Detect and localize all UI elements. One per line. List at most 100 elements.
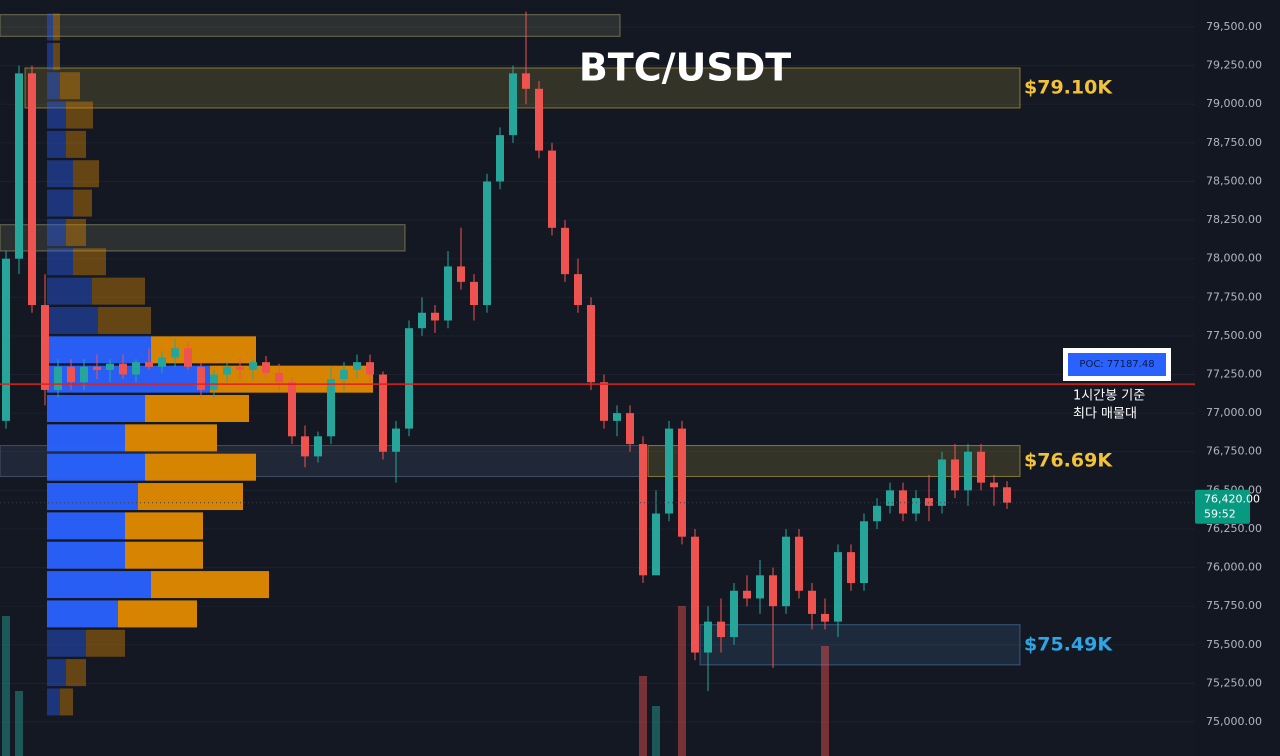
candle-body — [691, 536, 699, 653]
candle-body — [561, 227, 569, 275]
candle-body — [366, 362, 374, 375]
profile-sell — [66, 101, 93, 129]
candle-body — [158, 357, 166, 367]
y-tick-label: 77,250.00 — [1206, 368, 1262, 381]
profile-buy — [47, 453, 145, 481]
y-tick-label: 78,500.00 — [1206, 174, 1262, 187]
candle-body — [756, 575, 764, 599]
candle-body — [444, 266, 452, 321]
candle-body — [730, 590, 738, 638]
profile-sell — [138, 483, 243, 511]
candle-body — [210, 374, 218, 390]
profile-sell — [92, 277, 145, 305]
poc-note: 최다 매물대 — [1073, 407, 1137, 422]
y-tick-label: 75,750.00 — [1206, 599, 1262, 612]
y-tick-label: 76,000.00 — [1206, 561, 1262, 574]
profile-buy — [47, 600, 118, 628]
y-tick-label: 77,500.00 — [1206, 329, 1262, 342]
zone-label: $76.69K — [1024, 450, 1113, 472]
candle-body — [470, 281, 478, 306]
profile-buy — [47, 659, 66, 687]
profile-buy — [47, 42, 53, 70]
candle-body — [535, 88, 543, 151]
profile-sell — [66, 130, 86, 158]
profile-buy — [47, 629, 86, 657]
profile-sell — [66, 218, 86, 246]
price-zone — [0, 14, 621, 37]
candle-body — [2, 258, 10, 421]
zone-label: $75.49K — [1024, 633, 1113, 655]
candle-body — [639, 444, 647, 576]
volume-bar — [15, 691, 23, 756]
y-tick-label: 79,250.00 — [1206, 59, 1262, 72]
candle-body — [743, 590, 751, 599]
y-tick-label: 75,250.00 — [1206, 676, 1262, 689]
candle-body — [197, 366, 205, 390]
candle-body — [41, 305, 49, 390]
y-tick-label: 77,000.00 — [1206, 406, 1262, 419]
candle-body — [483, 181, 491, 306]
profile-sell — [60, 72, 80, 100]
y-tick-label: 79,000.00 — [1206, 97, 1262, 110]
candle-body — [834, 552, 842, 622]
candle-body — [782, 536, 790, 607]
poc-inner — [1068, 353, 1166, 376]
candle-body — [106, 363, 114, 370]
profile-sell — [151, 336, 256, 364]
profile-buy — [47, 688, 60, 716]
candle-body — [665, 428, 673, 514]
candle-body — [392, 428, 400, 452]
profile-sell — [125, 512, 203, 540]
candle-body — [704, 621, 712, 653]
profile-buy — [47, 130, 66, 158]
countdown: 59:52 — [1204, 508, 1236, 521]
candle-body — [249, 362, 257, 370]
candle-body — [15, 73, 23, 259]
profile-buy — [47, 189, 73, 217]
candle-body — [860, 521, 868, 584]
candle-body — [275, 372, 283, 383]
candle-body — [717, 621, 725, 638]
candle-body — [340, 369, 348, 380]
profile-buy — [47, 395, 145, 423]
chart-title: BTC/USDT — [579, 46, 791, 90]
price-zone — [0, 224, 406, 252]
candle-body — [301, 436, 309, 457]
candle-body — [184, 348, 192, 367]
candle-body — [80, 366, 88, 383]
candle-body — [67, 366, 75, 383]
profile-buy — [47, 277, 92, 305]
poc-label: POC: 77187.48 — [1079, 359, 1154, 370]
candle-body — [223, 366, 231, 375]
profile-buy — [47, 541, 125, 569]
profile-buy — [47, 306, 98, 334]
profile-sell — [98, 306, 151, 334]
candle-body — [132, 362, 140, 375]
profile-sell — [118, 600, 197, 628]
candle-body — [171, 348, 179, 358]
volume-bar — [652, 706, 660, 756]
y-tick-label: 77,750.00 — [1206, 290, 1262, 303]
candle-body — [522, 73, 530, 89]
volume-bar — [821, 646, 829, 756]
candle-body — [652, 513, 660, 576]
candle-body — [496, 135, 504, 182]
profile-sell — [53, 13, 60, 41]
profile-sell — [53, 42, 60, 70]
profile-buy — [47, 218, 66, 246]
profile-sell — [125, 424, 217, 452]
y-tick-label: 78,000.00 — [1206, 252, 1262, 265]
profile-buy — [47, 571, 151, 599]
profile-buy — [47, 13, 53, 41]
candle-body — [327, 379, 335, 437]
candle-body — [899, 490, 907, 514]
candle-body — [990, 482, 998, 488]
profile-buy — [47, 424, 125, 452]
y-tick-label: 76,250.00 — [1206, 522, 1262, 535]
candle-body — [379, 374, 387, 452]
profile-buy — [47, 72, 60, 100]
profile-sell — [151, 571, 269, 599]
volume-bar — [639, 676, 647, 756]
profile-buy — [47, 336, 151, 364]
